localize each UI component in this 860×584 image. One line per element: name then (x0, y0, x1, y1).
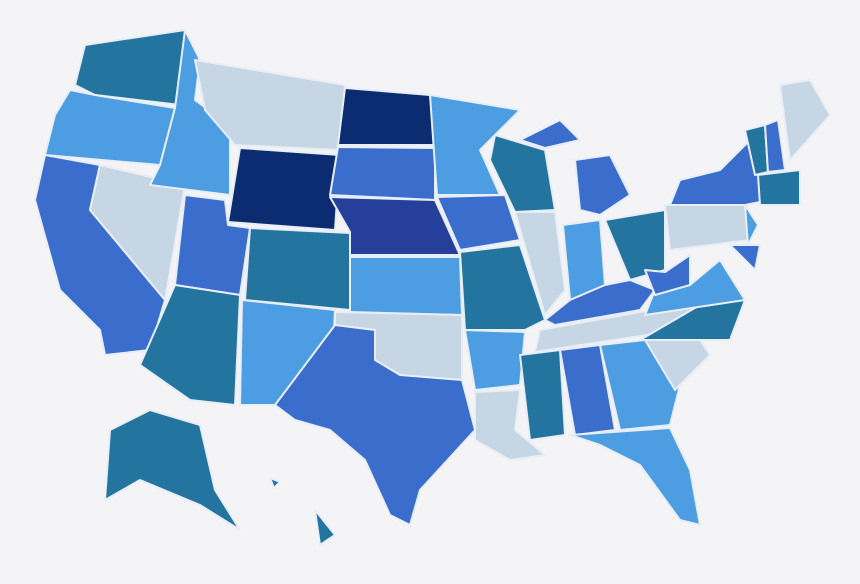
minnesota (429, 94, 521, 196)
new-hampshire (764, 119, 786, 173)
new-jersey (744, 204, 759, 246)
states (34, 29, 831, 546)
mississippi (519, 349, 566, 441)
alabama (559, 344, 616, 436)
arizona (139, 284, 241, 406)
hawaii (314, 509, 336, 546)
wyoming (227, 147, 341, 231)
illinois (514, 211, 566, 316)
kansas (349, 256, 463, 316)
colorado (244, 227, 351, 311)
texas (274, 324, 476, 526)
west-virginia (644, 254, 691, 296)
north-carolina (639, 299, 746, 341)
missouri (459, 244, 546, 331)
montana (194, 59, 346, 151)
louisiana (474, 389, 546, 461)
maine (779, 79, 831, 161)
north-dakota (337, 87, 436, 146)
arkansas (464, 329, 526, 391)
michigan (574, 154, 631, 216)
michigan-upper (519, 119, 581, 149)
washington (74, 29, 186, 106)
alaska (104, 409, 241, 531)
nebraska (329, 196, 461, 256)
maryland (729, 244, 761, 271)
pennsylvania (664, 199, 751, 251)
ohio (604, 209, 666, 281)
iowa (436, 194, 521, 251)
massachusetts-connecticut (757, 169, 801, 206)
kentucky (544, 279, 656, 326)
florida (569, 427, 701, 526)
hawaii-islands (269, 477, 281, 489)
south-dakota (329, 146, 436, 201)
